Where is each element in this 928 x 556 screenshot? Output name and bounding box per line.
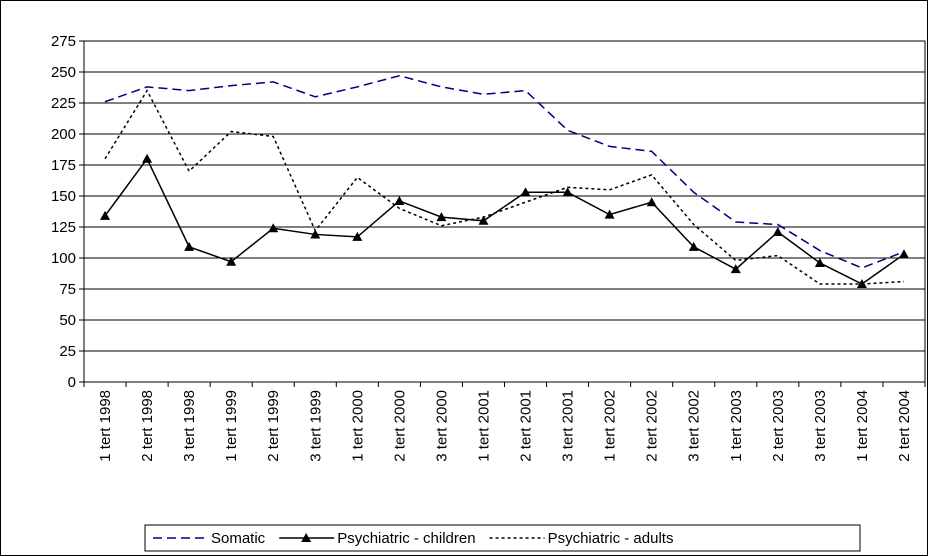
- y-tick-label: 0: [68, 374, 76, 391]
- x-tick-label: 1 tert 2001: [475, 390, 492, 462]
- legend-label: Psychiatric - adults: [548, 530, 674, 547]
- x-tick-label: 1 tert 2000: [349, 390, 366, 462]
- x-tick-label: 3 tert 2000: [433, 390, 450, 462]
- point-marker: [562, 187, 573, 197]
- x-tick-label: 1 tert 2004: [854, 390, 871, 462]
- legend-marker: [301, 533, 312, 542]
- point-marker: [268, 223, 279, 233]
- x-tick-label: 2 tert 2003: [770, 390, 787, 462]
- y-tick-label: 50: [59, 312, 76, 329]
- x-tick-label: 3 tert 2002: [686, 390, 703, 462]
- x-tick-label: 2 tert 2002: [644, 390, 661, 462]
- point-marker: [226, 256, 237, 266]
- point-marker: [478, 215, 489, 225]
- point-marker: [310, 229, 321, 239]
- series-line: [104, 157, 905, 285]
- point-marker: [520, 187, 531, 197]
- point-marker: [898, 249, 909, 259]
- y-tick-label: 25: [59, 343, 76, 360]
- x-tick-label: 1 tert 1999: [223, 390, 240, 462]
- point-marker: [100, 210, 111, 220]
- y-tick-label: 225: [51, 95, 76, 112]
- legend: Somatic Psychiatric - children Psychiatric…: [144, 524, 861, 552]
- x-tick-label: 2 tert 2000: [391, 390, 408, 462]
- point-marker: [436, 212, 447, 222]
- point-marker: [772, 226, 783, 236]
- y-tick-label: 75: [59, 281, 76, 298]
- x-tick-label: 1 tert 1998: [97, 390, 114, 462]
- point-marker: [604, 209, 615, 219]
- y-tick-label: 200: [51, 126, 76, 143]
- y-tick-label: 100: [51, 250, 76, 267]
- point-marker: [730, 264, 741, 274]
- legend-label: Somatic: [211, 530, 266, 547]
- point-marker: [688, 241, 699, 251]
- x-tick-label: 2 tert 1999: [265, 390, 282, 462]
- y-tick-label: 275: [51, 33, 76, 50]
- point-marker: [142, 153, 153, 163]
- series-line: [104, 74, 905, 269]
- x-tick-label: 3 tert 1998: [181, 390, 198, 462]
- series-line: [104, 89, 905, 285]
- x-tick-label: 3 tert 1999: [307, 390, 324, 462]
- x-tick-label: 1 tert 2002: [602, 390, 619, 462]
- x-tick-label: 3 tert 2001: [560, 390, 577, 462]
- point-marker: [646, 197, 657, 207]
- y-tick-label: 175: [51, 157, 76, 174]
- legend-label: Psychiatric - children: [337, 530, 475, 547]
- y-tick-label: 150: [51, 188, 76, 205]
- y-tick-label: 250: [51, 64, 76, 81]
- x-tick-label: 2 tert 2004: [896, 390, 913, 462]
- point-marker: [184, 241, 195, 251]
- point-marker: [352, 231, 363, 241]
- y-tick-label: 125: [51, 219, 76, 236]
- x-tick-label: 3 tert 2003: [812, 390, 829, 462]
- x-tick-label: 1 tert 2003: [728, 390, 745, 462]
- point-marker: [814, 257, 825, 267]
- x-tick-label: 2 tert 2001: [518, 390, 535, 462]
- point-marker: [394, 195, 405, 205]
- x-tick-label: 2 tert 1998: [139, 390, 156, 462]
